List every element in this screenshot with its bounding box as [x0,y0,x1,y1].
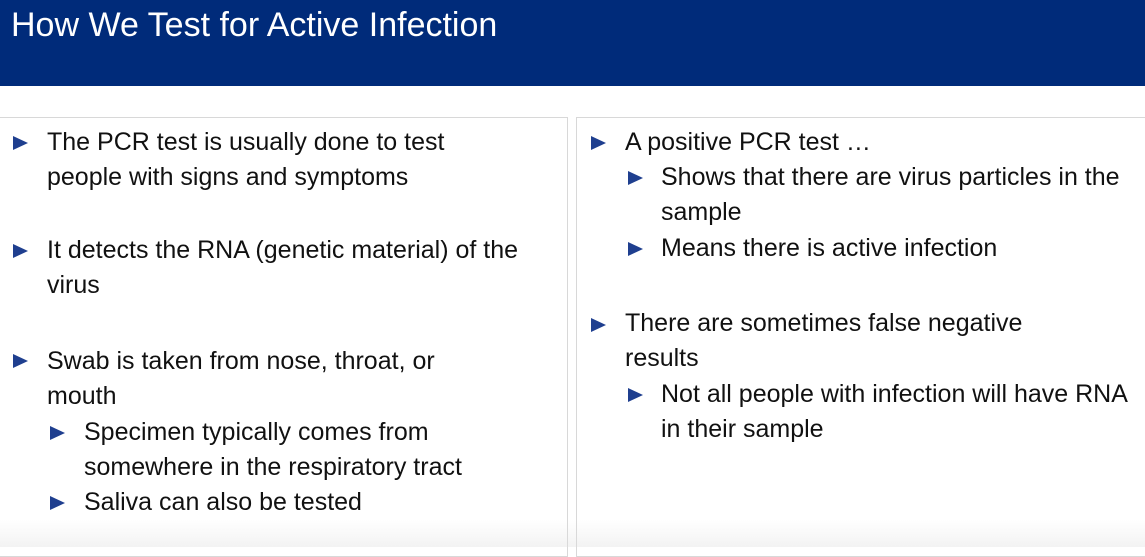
right-bullet-2: There are sometimes false negative resul… [625,309,1023,372]
right-content-panel [576,117,1145,557]
sub-bullet-arrow-icon [628,242,643,256]
left-sub-bullet-3-2: Saliva can also be tested [84,488,362,516]
bullet-arrow-icon [13,354,28,368]
bullet-arrow-icon [13,136,28,150]
sub-bullet-arrow-icon [628,171,643,185]
bullet-arrow-icon [13,244,28,258]
right-sub-bullet-1-2: Means there is active infection [661,234,998,262]
title-bar: How We Test for Active Infection [0,0,1145,86]
right-sub-bullet-1-1: Shows that there are virus particles in … [661,163,1120,226]
slide-title: How We Test for Active Infection [11,6,498,44]
left-bullet-2: It detects the RNA (genetic material) of… [47,236,519,299]
left-bullet-3: Swab is taken from nose, throat, or mout… [47,347,435,410]
sub-bullet-arrow-icon [628,388,643,402]
right-bullet-1: A positive PCR test … [625,128,871,156]
sub-bullet-arrow-icon [50,426,65,440]
bullet-arrow-icon [591,136,606,150]
bullet-arrow-icon [591,318,606,332]
bottom-shadow [0,520,1145,547]
right-sub-bullet-2-1: Not all people with infection will have … [661,380,1127,443]
left-content-panel [0,117,568,557]
left-sub-bullet-3-1: Specimen typically comes from somewhere … [84,418,462,481]
left-bullet-1: The PCR test is usually done to test peo… [47,128,445,191]
sub-bullet-arrow-icon [50,496,65,510]
